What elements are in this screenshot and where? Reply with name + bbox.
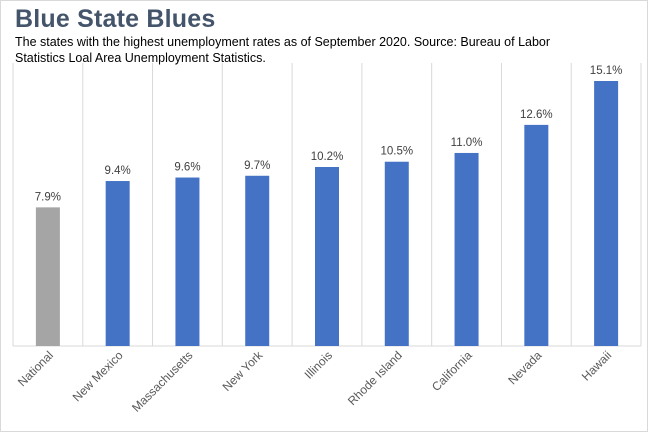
chart-subtitle: The states with the highest unemployment… xyxy=(15,35,551,65)
x-tick-label: Illinois xyxy=(302,348,335,381)
x-tick-label: National xyxy=(15,348,56,389)
bar-rhode-island xyxy=(384,161,409,346)
x-tick-label: Rhode Island xyxy=(345,348,405,408)
bar-california xyxy=(454,152,479,346)
bar-new-mexico xyxy=(105,181,130,346)
x-tick-label: Massachusetts xyxy=(129,348,196,415)
x-tick-label: Hawaii xyxy=(579,348,614,383)
data-label: 15.1% xyxy=(590,65,623,77)
data-label: 12.6% xyxy=(520,109,553,121)
data-label: 9.4% xyxy=(105,165,131,177)
data-label: 9.6% xyxy=(174,162,200,174)
bar-national xyxy=(35,207,60,346)
bar-new-york xyxy=(245,175,270,346)
bar-nevada xyxy=(524,124,549,346)
data-label: 9.7% xyxy=(244,160,270,172)
data-label: 10.2% xyxy=(311,151,344,163)
data-label: 11.0% xyxy=(451,137,483,149)
x-tick-label: New Mexico xyxy=(70,348,126,404)
bar-massachusetts xyxy=(175,177,200,346)
bar-hawaii xyxy=(594,81,619,346)
x-tick-label: New York xyxy=(220,348,266,394)
data-label: 7.9% xyxy=(35,191,61,203)
x-tick-label: Nevada xyxy=(505,348,544,387)
data-label: 10.5% xyxy=(380,146,413,158)
bar-illinois xyxy=(315,166,339,346)
x-tick-label: California xyxy=(429,348,475,394)
chart-title: Blue State Blues xyxy=(15,5,216,33)
